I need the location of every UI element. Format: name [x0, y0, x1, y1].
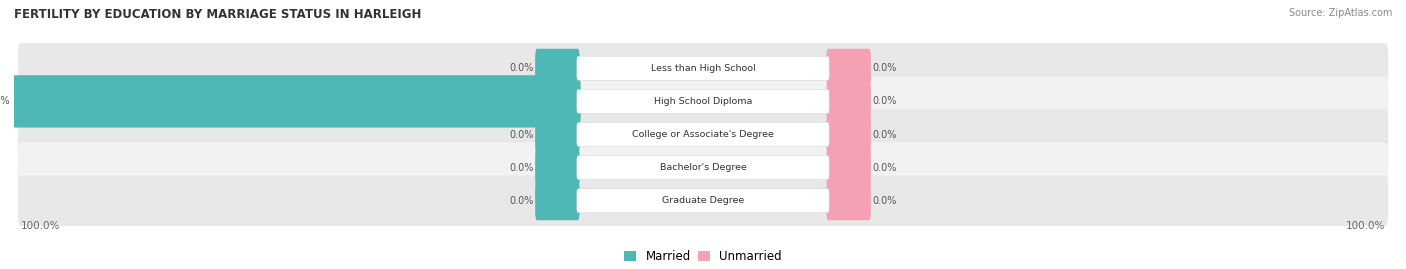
Text: 0.0%: 0.0%: [872, 196, 897, 206]
Text: 100.0%: 100.0%: [0, 96, 11, 107]
FancyBboxPatch shape: [536, 115, 579, 154]
Text: 100.0%: 100.0%: [20, 221, 59, 231]
Text: High School Diploma: High School Diploma: [654, 97, 752, 106]
Text: 0.0%: 0.0%: [509, 129, 534, 140]
Text: Bachelor's Degree: Bachelor's Degree: [659, 163, 747, 172]
FancyBboxPatch shape: [536, 181, 579, 220]
FancyBboxPatch shape: [536, 148, 579, 187]
Legend: Married, Unmarried: Married, Unmarried: [624, 250, 782, 263]
Text: 0.0%: 0.0%: [509, 162, 534, 173]
FancyBboxPatch shape: [827, 82, 870, 121]
FancyBboxPatch shape: [18, 109, 1388, 160]
Text: 0.0%: 0.0%: [509, 63, 534, 73]
Text: Less than High School: Less than High School: [651, 64, 755, 73]
FancyBboxPatch shape: [576, 189, 830, 213]
FancyBboxPatch shape: [827, 148, 870, 187]
FancyBboxPatch shape: [576, 90, 830, 113]
FancyBboxPatch shape: [827, 181, 870, 220]
Text: 0.0%: 0.0%: [872, 162, 897, 173]
FancyBboxPatch shape: [576, 156, 830, 179]
FancyBboxPatch shape: [18, 43, 1388, 93]
Text: 0.0%: 0.0%: [872, 63, 897, 73]
FancyBboxPatch shape: [827, 49, 870, 88]
FancyBboxPatch shape: [18, 143, 1388, 193]
Text: Graduate Degree: Graduate Degree: [662, 196, 744, 205]
FancyBboxPatch shape: [827, 115, 870, 154]
Text: Source: ZipAtlas.com: Source: ZipAtlas.com: [1288, 8, 1392, 18]
FancyBboxPatch shape: [536, 49, 579, 88]
FancyBboxPatch shape: [18, 76, 1388, 126]
Text: FERTILITY BY EDUCATION BY MARRIAGE STATUS IN HARLEIGH: FERTILITY BY EDUCATION BY MARRIAGE STATU…: [14, 8, 422, 21]
Text: 0.0%: 0.0%: [872, 129, 897, 140]
FancyBboxPatch shape: [11, 75, 581, 128]
FancyBboxPatch shape: [18, 176, 1388, 226]
Text: 0.0%: 0.0%: [509, 196, 534, 206]
Text: 100.0%: 100.0%: [1347, 221, 1386, 231]
Text: College or Associate's Degree: College or Associate's Degree: [633, 130, 773, 139]
FancyBboxPatch shape: [576, 123, 830, 146]
Text: 0.0%: 0.0%: [872, 96, 897, 107]
FancyBboxPatch shape: [576, 56, 830, 80]
